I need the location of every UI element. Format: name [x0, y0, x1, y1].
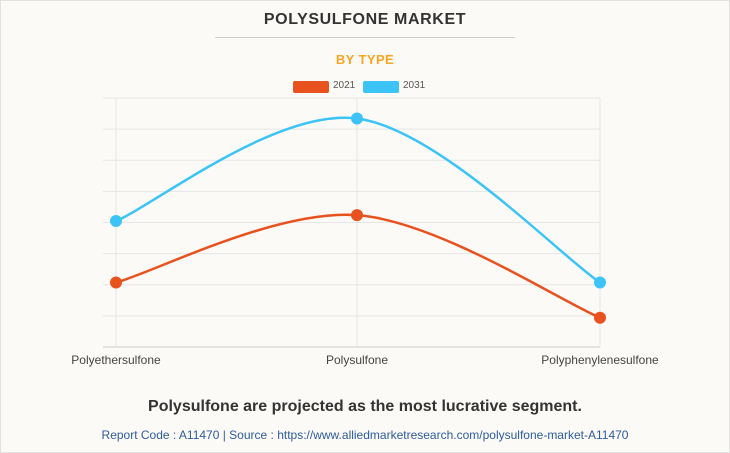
- series-line-2031: [114, 116, 602, 284]
- data-point-2031-polyphenylenesulfone: [594, 276, 606, 289]
- legend-label-2031: 2031: [403, 80, 426, 91]
- legend-swatch-2021: [293, 81, 329, 93]
- x-tick-label: Polyphenylenesulfone: [541, 353, 659, 367]
- data-point-2021-polysulfone: [351, 209, 363, 222]
- chart-title: POLYSULFONE MARKET: [263, 11, 467, 28]
- legend-label-2021: 2021: [333, 80, 356, 91]
- chart-caption: Polysulfone are projected as the most lu…: [148, 398, 582, 415]
- data-point-2021-polyphenylenesulfone: [594, 311, 606, 324]
- legend-swatch-2031: [363, 81, 399, 93]
- chart-subtitle: BY TYPE: [335, 52, 395, 67]
- x-tick-label: Polyethersulfone: [71, 353, 161, 367]
- title-divider: [215, 37, 515, 38]
- series-line-2021: [114, 213, 602, 319]
- data-point-2031-polyethersulfone: [110, 215, 122, 228]
- data-point-2021-polyethersulfone: [110, 276, 122, 289]
- x-tick-label: Polysulfone: [326, 353, 388, 367]
- chart-legend: 2021 2031: [0, 80, 730, 94]
- source-line[interactable]: Report Code : A11470 | Source : https://…: [101, 428, 629, 442]
- data-point-2031-polysulfone: [351, 112, 363, 125]
